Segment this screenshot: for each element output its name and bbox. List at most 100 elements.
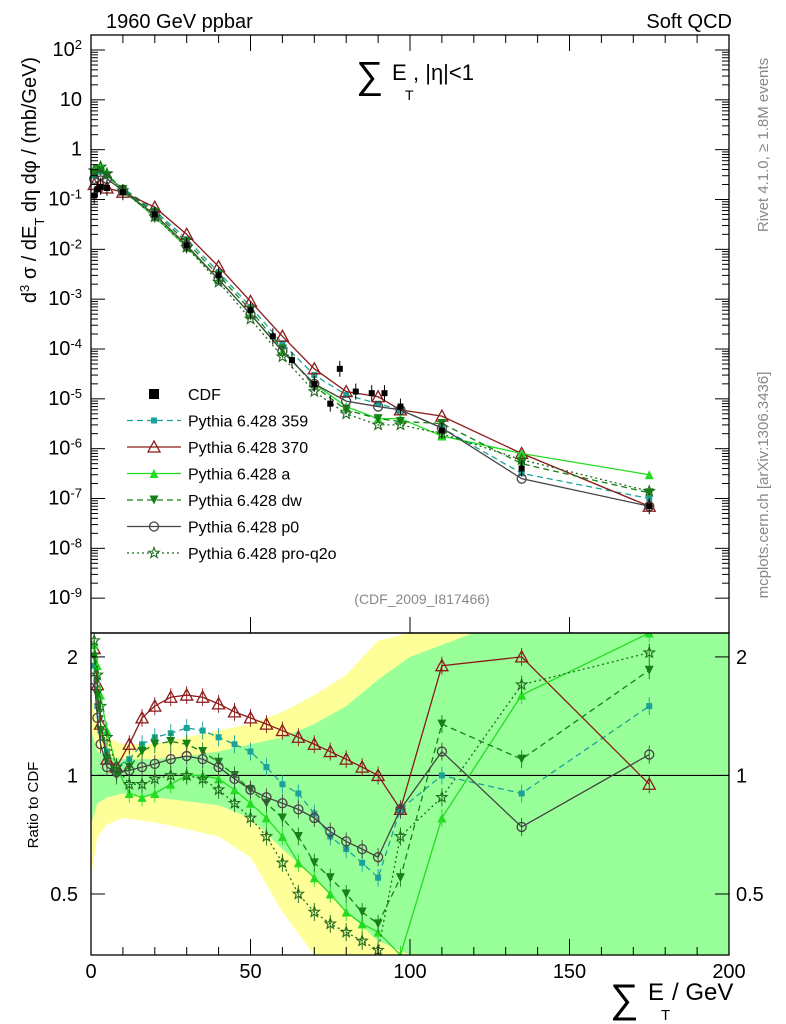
main-ytick-label: 1 — [71, 139, 82, 161]
ratio-point — [137, 792, 147, 802]
data-point — [368, 390, 375, 397]
ratio-point — [357, 907, 367, 917]
data-point — [247, 307, 254, 314]
series-point — [93, 159, 108, 173]
title-T: T — [405, 87, 414, 103]
ratio-point — [437, 813, 447, 823]
title-E: E — [392, 60, 407, 85]
data-point — [103, 185, 110, 192]
series-point — [275, 349, 290, 363]
ratio-point — [373, 919, 383, 929]
main-ytick-label: 10-9 — [48, 585, 82, 610]
ratio-point — [372, 852, 384, 863]
ratio-point — [229, 773, 240, 785]
ratio-point — [213, 761, 224, 773]
data-point — [94, 186, 101, 193]
series-point — [277, 346, 288, 357]
legend-label: CDF — [188, 387, 221, 404]
tick-base: 1 — [71, 139, 82, 161]
series-point — [100, 166, 114, 180]
series-line — [93, 169, 650, 494]
main-ytick-label: 102 — [53, 37, 82, 62]
series-point — [339, 406, 353, 420]
ratio-point — [323, 916, 337, 930]
legend-marker — [146, 439, 162, 453]
tick-exp: -7 — [70, 485, 82, 500]
series-point — [393, 417, 408, 431]
series-point — [307, 384, 322, 398]
ratio-point — [179, 687, 194, 701]
ratio-point — [309, 858, 319, 868]
xtick-label: 50 — [239, 961, 261, 983]
series-point — [311, 372, 318, 379]
data-point — [269, 333, 276, 340]
ratio-point — [137, 747, 147, 757]
data-point — [311, 380, 318, 387]
ylabel-3: 3 — [17, 285, 32, 292]
ratio-series — [91, 633, 657, 955]
data-point — [336, 365, 343, 372]
series-line — [93, 166, 650, 492]
ratio-point — [92, 712, 103, 724]
ratio-point — [109, 760, 124, 773]
ratio-point — [124, 788, 134, 798]
ratio-point — [325, 873, 335, 883]
ratio-point — [514, 649, 529, 663]
ratio-point — [341, 907, 351, 917]
ratio-point — [395, 873, 405, 883]
main-ytick-label: 10-3 — [48, 286, 82, 311]
ratio-ytick-label: 2 — [67, 647, 78, 669]
ratio-point — [134, 710, 150, 724]
series-point — [375, 400, 382, 407]
legend-marker — [149, 469, 159, 478]
ratio-point — [149, 758, 160, 770]
legend-marker — [149, 495, 159, 505]
ratio-point — [195, 771, 210, 785]
tick-exp: -6 — [70, 435, 82, 450]
ratio-point — [93, 699, 108, 712]
tick-base: 10 — [48, 238, 70, 260]
ratio-point — [247, 748, 254, 755]
ratio-point — [182, 739, 192, 749]
series-point — [644, 488, 654, 498]
ratio-point — [293, 858, 303, 868]
cdf-data — [91, 178, 653, 515]
ratio-point — [91, 667, 105, 681]
ratio-point — [243, 710, 258, 724]
main-ytick-label: 10 — [60, 89, 82, 111]
ratio-ytick-label: 1 — [67, 765, 78, 787]
data-point — [288, 357, 295, 364]
series-6 — [87, 159, 656, 497]
ratio-point — [644, 749, 655, 760]
tick-exp: -3 — [70, 286, 82, 301]
ratio-point — [339, 925, 353, 938]
ratio-point — [339, 751, 354, 765]
ratio-point — [309, 873, 319, 883]
xlabel-rest: / GeV — [672, 979, 733, 1006]
data-point — [518, 465, 525, 472]
ratio-point — [371, 768, 386, 782]
series-line — [94, 183, 650, 507]
series-3 — [89, 160, 654, 480]
series-5 — [89, 170, 655, 512]
series-point — [372, 401, 384, 412]
main-ylabel: d3 σ / dET dη dφ / (mb/GeV) — [17, 57, 47, 303]
data-point — [438, 427, 445, 434]
ratio-point — [179, 768, 194, 782]
main-ytick-label: 10-2 — [48, 236, 82, 261]
tick-base: 10 — [48, 338, 70, 360]
ratio-point — [165, 754, 176, 765]
ratio-point — [359, 859, 366, 866]
tick-exp: -1 — [70, 186, 82, 201]
data-point — [97, 183, 104, 190]
ratio-point — [164, 768, 178, 782]
ratio-point — [214, 774, 224, 784]
ratio-point — [195, 689, 210, 703]
series-point — [343, 391, 350, 398]
ratio-point — [211, 696, 226, 710]
series-point — [371, 417, 385, 431]
legend-label: Pythia 6.428 359 — [188, 414, 308, 431]
ratio-point — [166, 736, 176, 746]
ratio-point — [375, 874, 382, 881]
